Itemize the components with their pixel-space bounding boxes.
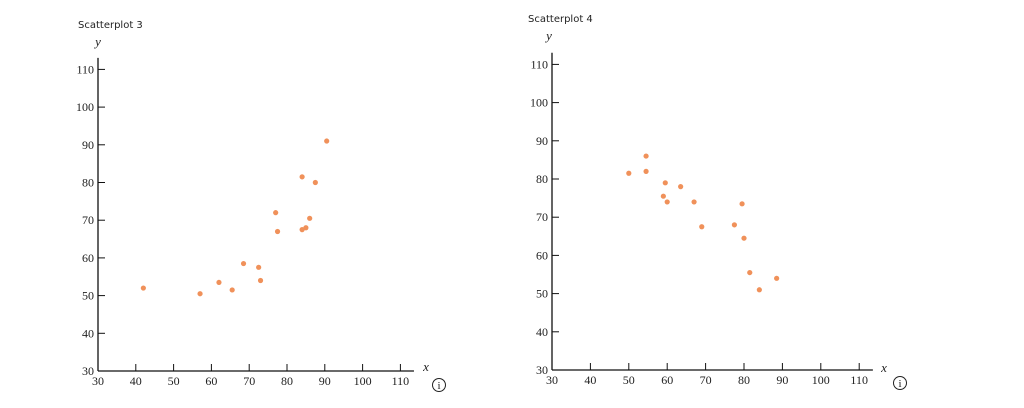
- x-tick-label: 90: [776, 373, 788, 387]
- data-point: [257, 277, 264, 284]
- data-point: [303, 225, 309, 231]
- y-tick-label: 90: [536, 134, 548, 148]
- info-icon-glyph: i: [437, 380, 440, 392]
- info-icon[interactable]: i: [893, 376, 907, 391]
- data-point: [643, 168, 649, 174]
- y-tick-label: 30: [536, 363, 548, 377]
- x-tick-label: 70: [243, 374, 255, 388]
- data-point: [216, 279, 222, 286]
- y-tick-label: 50: [536, 287, 548, 301]
- y-tick-label: 80: [82, 176, 94, 190]
- data-point: [739, 201, 745, 207]
- x-axis-label: x: [422, 359, 429, 374]
- x-tick-label: 90: [319, 374, 331, 388]
- data-point: [240, 260, 247, 267]
- y-axis-label: y: [544, 28, 552, 43]
- info-icon-circle: [432, 378, 446, 392]
- y-tick-label: 90: [82, 138, 94, 152]
- x-tick-label: 60: [661, 373, 673, 387]
- data-point: [324, 138, 330, 144]
- data-point: [691, 199, 697, 205]
- data-point: [774, 275, 780, 281]
- data-point: [140, 285, 146, 291]
- y-tick-label: 100: [76, 100, 94, 114]
- y-tick-label: 110: [530, 57, 548, 71]
- chart-title: Scatterplot 3: [78, 20, 143, 31]
- y-tick-label: 110: [76, 62, 94, 76]
- data-point: [741, 235, 747, 241]
- info-icon[interactable]: i: [432, 378, 446, 393]
- data-point: [299, 174, 305, 180]
- data-point: [662, 180, 668, 186]
- data-point: [731, 222, 738, 228]
- data-point: [664, 199, 670, 205]
- data-point: [274, 228, 281, 235]
- x-tick-label: 30: [92, 374, 104, 388]
- y-tick-label: 30: [82, 364, 94, 378]
- x-tick-label: 50: [168, 374, 180, 388]
- data-point: [273, 210, 279, 216]
- y-tick-label: 40: [536, 325, 548, 339]
- data-point: [312, 179, 318, 186]
- y-tick-label: 40: [82, 326, 94, 340]
- y-tick-label: 50: [82, 289, 94, 303]
- data-point: [643, 153, 649, 159]
- y-tick-label: 70: [82, 213, 94, 227]
- data-point: [197, 291, 203, 297]
- x-tick-label: 80: [281, 374, 293, 388]
- x-tick-label: 80: [738, 373, 750, 387]
- x-tick-label: 30: [546, 373, 558, 387]
- x-tick-label: 100: [354, 374, 372, 388]
- data-point: [256, 264, 262, 270]
- data-point: [660, 193, 666, 199]
- data-point: [747, 269, 753, 276]
- info-icon-glyph: i: [898, 378, 901, 390]
- y-tick-label: 100: [530, 96, 548, 110]
- data-point: [307, 215, 313, 221]
- info-icon-circle: [893, 376, 907, 390]
- data-point: [756, 287, 762, 293]
- scatterplot-3: Scatterplot 3 y x 30 40 50 60 70 80 90 100 110 30 40 5…: [76, 20, 446, 392]
- x-tick-label: 110: [392, 374, 410, 388]
- data-point: [699, 224, 705, 230]
- y-tick-label: 60: [82, 251, 94, 265]
- x-axis-label: x: [880, 360, 887, 375]
- x-tick-label: 60: [205, 374, 217, 388]
- x-tick-label: 40: [130, 374, 142, 388]
- chart-title: Scatterplot 4: [528, 14, 593, 25]
- data-point: [229, 287, 235, 293]
- y-axis-label: y: [93, 34, 101, 49]
- x-tick-label: 70: [700, 373, 712, 387]
- y-tick-label: 80: [536, 172, 548, 186]
- y-tick-label: 70: [536, 210, 548, 224]
- scatterplot-4: Scatterplot 4 y x 30 40 50 60 70 80 90 100 110 30 40 5…: [528, 14, 907, 390]
- y-tick-label: 60: [536, 248, 548, 262]
- data-point: [626, 170, 632, 176]
- x-tick-label: 40: [584, 373, 596, 387]
- data-point: [678, 184, 684, 190]
- x-tick-label: 100: [812, 373, 830, 387]
- x-tick-label: 50: [623, 373, 635, 387]
- x-tick-label: 110: [850, 373, 868, 387]
